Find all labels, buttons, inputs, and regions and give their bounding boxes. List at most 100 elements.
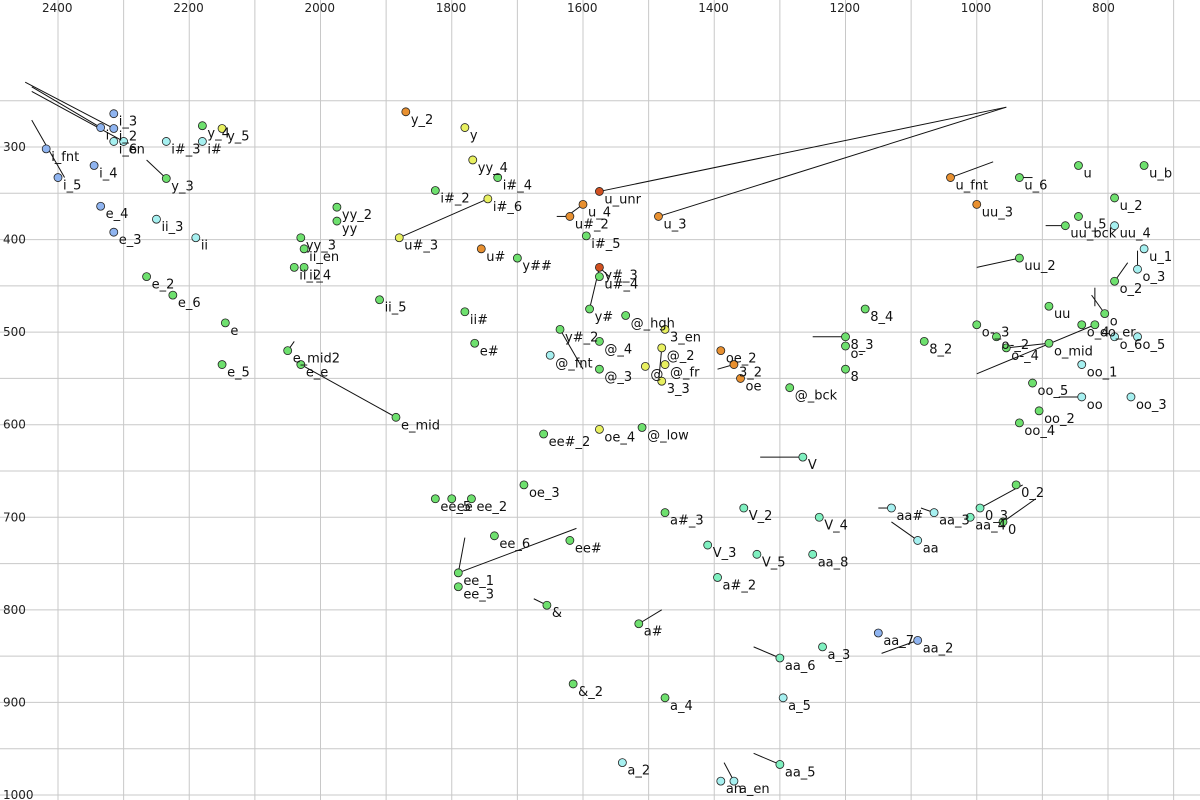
vowel-label: aa_5 [785,765,816,780]
vowel-point [565,536,575,545]
vowel-point [972,320,982,330]
vowel-point [581,231,591,241]
vowel-label: uu_bck [1070,227,1116,242]
vowel-label: u_b [1149,167,1172,182]
vowel-label: yy_4 [478,161,508,176]
vowel-label: u_3 [663,217,686,232]
vowel-point [1110,221,1119,231]
vowel-point [476,244,486,254]
vowel-label: &_2 [578,685,603,700]
vowel-point [460,307,470,317]
trajectory-line [891,521,918,541]
vowel-point [1001,343,1011,353]
vowel-label: u_4 [588,205,611,220]
vowel-point [703,540,713,550]
vowel-label: o-_4 [1011,349,1039,364]
vowel-point [96,123,106,132]
vowel-label: u#_2 [575,217,609,232]
vowel-point [841,364,850,374]
vowel-point [1139,244,1149,254]
vowel-label: uu [1054,307,1070,322]
vowel-label: ii_3 [161,220,183,235]
vowel-point [1110,193,1119,203]
vowel-label: oo_2 [1044,412,1075,427]
vowel-point [798,452,808,462]
vowel-label: o_5 [1143,338,1166,353]
vowel-point [568,679,578,689]
vowel-point [1044,301,1054,311]
vowel-label: ee# [575,541,602,556]
vowel-point [401,107,411,117]
vowel-label: & [552,606,562,621]
vowel-label: e_e [306,366,329,381]
vowel-label: o- [851,347,864,362]
vowel-point [1077,320,1087,330]
vowel-point [161,137,171,146]
vowel-point [119,137,129,146]
trajectory-line [976,257,1020,268]
vowel-point [460,123,470,132]
vowel-label: y#_3 [604,268,637,283]
vowel-label: 3_en [670,330,701,345]
vowel-point [512,253,522,263]
vowel-label: aa_3 [939,514,970,529]
vowel-label: u_1 [1149,250,1172,265]
vowel-point [637,423,647,432]
vowel-label: 3_2 [739,366,762,381]
vowel-label: yy [342,222,358,237]
vowel-point [468,155,478,165]
vowel-label: y## [522,259,551,274]
vowel-label: oo_5 [1038,384,1069,399]
trajectory-line [638,609,663,625]
vowel-point [739,503,749,513]
trajectory-line [1002,498,1037,523]
vowel-label: 8_3 [851,338,874,353]
vowel-point [595,364,604,374]
y-tick-label: 300 [3,140,26,154]
vowel-point [992,332,1001,342]
vowel-label: e_3 [119,233,142,248]
vowel-point [545,350,555,360]
vowel-label: i#_4 [503,179,532,194]
x-tick-label: 1400 [698,1,729,15]
y-tick-label: 700 [3,510,26,524]
vowel-point [841,332,850,342]
vowel-label: i#_3 [171,142,200,157]
vowel-label: e_4 [106,207,129,222]
vowel-point [887,503,896,513]
vowel-point [1015,253,1024,263]
vowel-label: e [230,324,238,339]
vowel-label: uu_2 [1024,259,1055,274]
vowel-point [565,212,575,221]
vowel-point [716,776,726,786]
vowel-point [775,653,785,663]
vowel-point [617,758,627,767]
vowel-label: e_5 [227,366,250,381]
vowel-label: o_2 [1120,282,1143,297]
vowel-point [542,600,552,610]
vowel-point [191,233,201,243]
vowel-label: aa_4 [975,518,1006,533]
trajectory-line [599,106,1007,192]
y-tick-label: 500 [3,325,26,339]
vowel-point [1015,418,1024,428]
vowel-point [595,187,604,196]
vowel-point [1044,338,1054,348]
vowel-label: i#_6 [493,200,522,215]
trajectory-line [24,81,115,129]
trajectory-line [31,86,101,128]
vowel-label: 0_3 [985,509,1008,524]
vowel-point [919,336,929,346]
vowel-point [296,360,306,369]
vowel-label: y_4 [207,127,229,142]
vowel-point [1133,264,1142,274]
vowel-label: oe_2 [726,352,757,367]
vowel-label: u#_4 [604,278,638,293]
vowel-label: aa_6 [785,659,816,674]
vowel-label: e_2 [152,278,175,293]
vowel-label: i# [207,142,222,157]
vowel-point [96,201,106,211]
vowel-label: 8_2 [929,342,952,357]
vowel-point [660,360,670,369]
vowel-label: i_5 [63,179,81,194]
